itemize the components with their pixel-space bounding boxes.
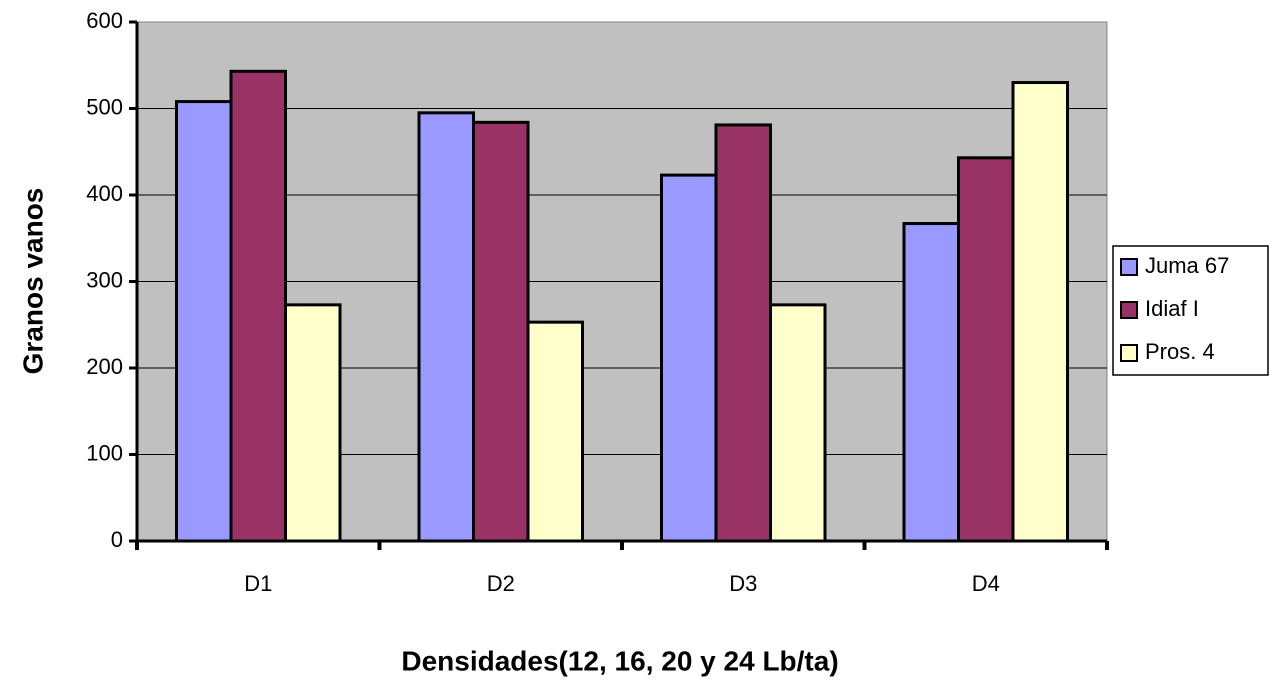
legend	[1112, 245, 1269, 376]
x-tick-label: D4	[972, 571, 1000, 596]
bar	[417, 111, 475, 543]
bar	[902, 222, 960, 543]
y-tick-label: 400	[86, 181, 123, 206]
bar	[229, 69, 287, 543]
bar	[175, 100, 233, 543]
x-tick-label: D2	[487, 571, 515, 596]
y-tick-label: 100	[86, 440, 123, 465]
legend-swatch	[1120, 344, 1138, 362]
legend-label: Juma 67	[1145, 253, 1229, 278]
y-tick-label: 200	[86, 354, 123, 379]
bar	[769, 303, 827, 543]
x-tick-label: D1	[244, 571, 272, 596]
bar	[526, 320, 584, 543]
bar	[1011, 81, 1069, 543]
y-tick-label: 0	[111, 527, 123, 552]
y-tick-label: 600	[86, 8, 123, 33]
x-tick-label: D3	[729, 571, 757, 596]
legend-label: Pros. 4	[1145, 339, 1215, 364]
bar	[660, 173, 718, 543]
y-tick-label: 300	[86, 267, 123, 292]
bar	[957, 156, 1015, 543]
x-axis-title: Densidades(12, 16, 20 y 24 Lb/ta)	[401, 645, 838, 676]
legend-swatch	[1120, 258, 1138, 276]
y-tick-label: 500	[86, 94, 123, 119]
legend-swatch	[1120, 301, 1138, 319]
legend-label: Idiaf I	[1145, 296, 1199, 321]
bar	[284, 303, 342, 543]
y-axis-title: Granos vanos	[17, 188, 48, 375]
bar	[472, 120, 530, 543]
bar	[714, 123, 772, 543]
